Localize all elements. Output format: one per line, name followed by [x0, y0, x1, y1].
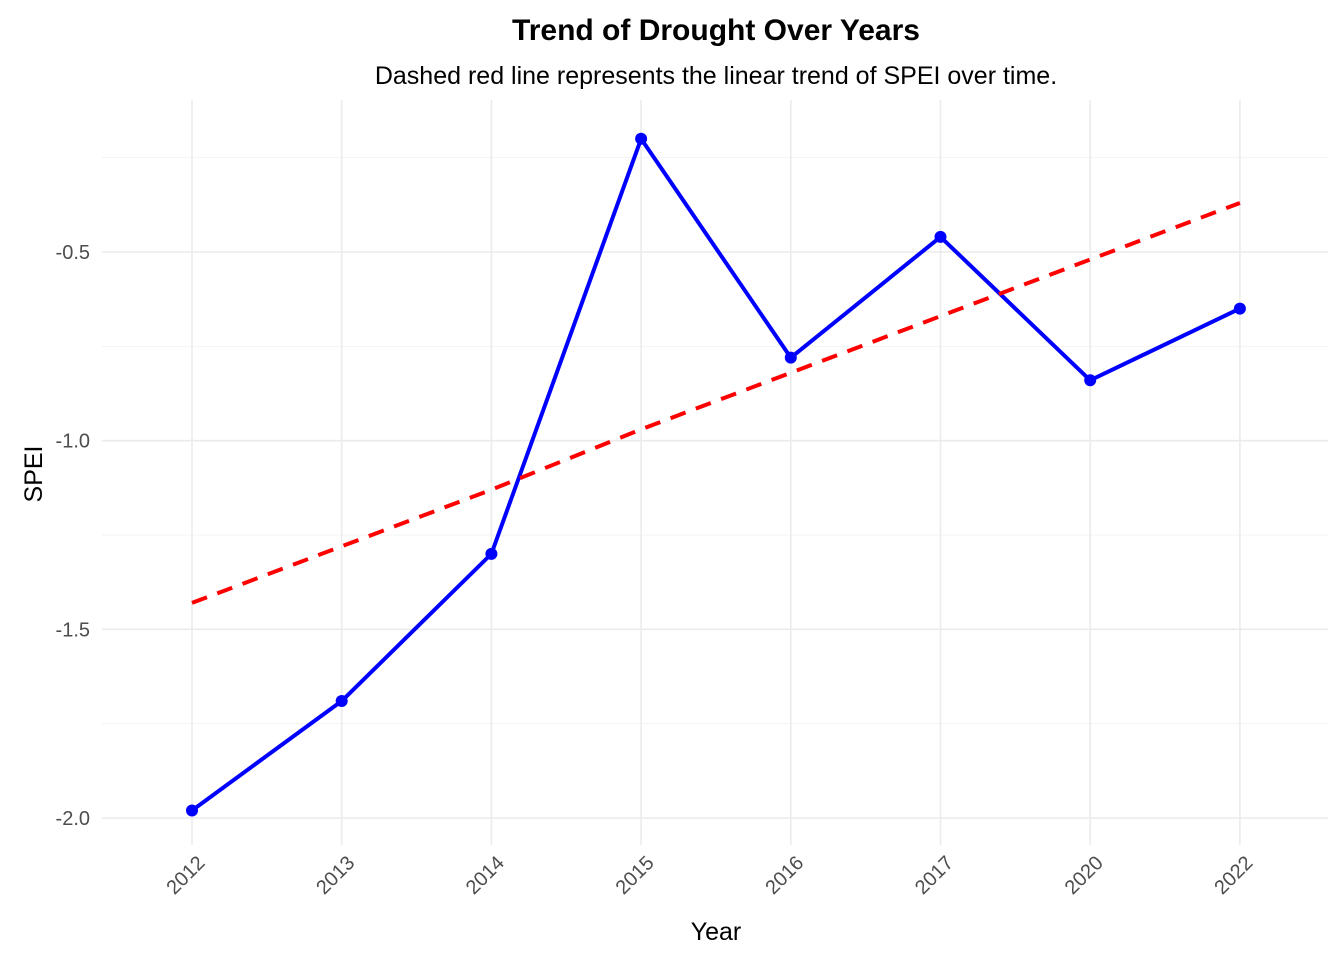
spei-point-2016 [784, 351, 797, 364]
trend-line [191, 201, 1241, 605]
x-tick-label: 2012 [163, 852, 210, 899]
x-tick-label: 2020 [1061, 852, 1108, 899]
x-tick-label: 2017 [911, 852, 958, 899]
y-tick-label: -1.0 [56, 431, 90, 453]
x-tick-label: 2013 [312, 852, 359, 899]
spei-line [190, 136, 1241, 813]
grid [102, 100, 1328, 845]
chart-subtitle: Dashed red line represents the linear tr… [375, 62, 1057, 90]
spei-point-2012 [186, 804, 198, 817]
y-tick-label: -1.5 [56, 619, 90, 641]
spei-point-2015 [635, 132, 648, 145]
spei-point-2014 [485, 547, 498, 560]
x-tick-label: 2016 [761, 852, 808, 899]
spei-point-2022 [1233, 302, 1246, 315]
y-tick-label: -2.0 [56, 808, 90, 830]
series-layer [186, 132, 1246, 817]
x-tick-label: 2014 [462, 852, 509, 899]
x-axis-title: Year [691, 918, 742, 946]
chart-title: Trend of Drought Over Years [512, 14, 920, 47]
y-tick-label: -0.5 [56, 242, 90, 264]
spei-point-2017 [934, 230, 947, 243]
y-axis-title: SPEI [20, 446, 48, 503]
spei-point-2013 [335, 695, 348, 708]
x-tick-label: 2022 [1210, 852, 1257, 899]
spei-point-2020 [1084, 374, 1097, 387]
ticks-layer: -2.0 -1.5 -1.0 -0.5 2012 2013 2014 2015 2016 2017… [56, 242, 1258, 899]
x-tick-label: 2015 [612, 852, 659, 899]
